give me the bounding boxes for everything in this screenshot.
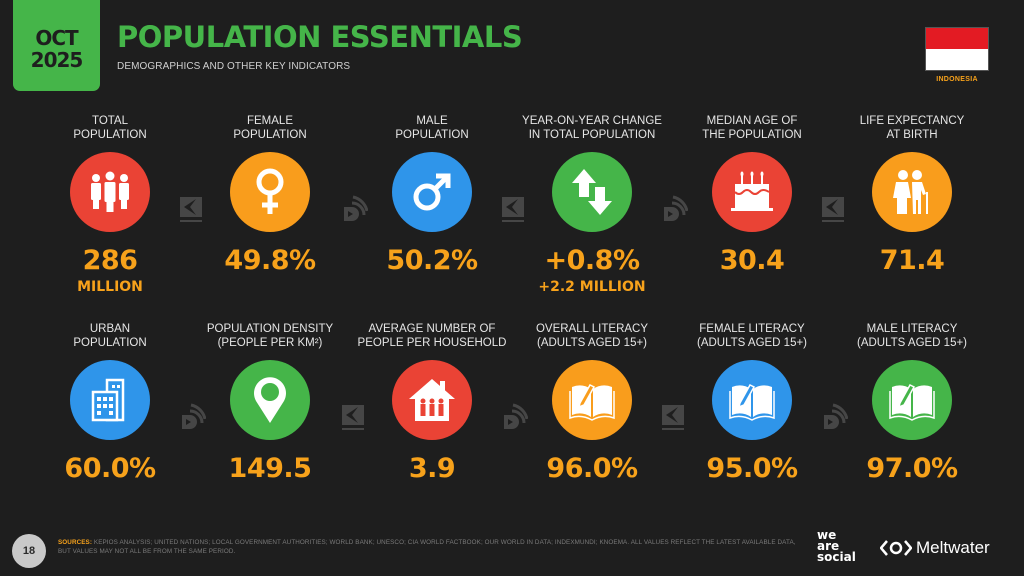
map-pin-icon bbox=[230, 360, 310, 440]
meltwater-logo: Meltwater bbox=[880, 538, 990, 558]
kepios-logo-icon bbox=[342, 405, 364, 430]
stat-value: 97.0% bbox=[866, 453, 958, 484]
stat-label: OVERALL LITERACY (ADULTS AGED 15+) bbox=[535, 323, 649, 349]
meltwater-text: Meltwater bbox=[916, 538, 990, 557]
date-year: 2025 bbox=[30, 47, 84, 72]
stat-label: TOTAL POPULATION bbox=[73, 115, 147, 141]
open-book-pencil-icon bbox=[552, 360, 632, 440]
elderly-couple-icon bbox=[872, 152, 952, 232]
stat-female-population: FEMALE POPULATION 49.8% bbox=[190, 114, 350, 276]
birthday-cake-icon bbox=[712, 152, 792, 232]
stat-value: 95.0% bbox=[706, 453, 798, 484]
date-badge: OCT 2025 bbox=[13, 0, 100, 91]
open-book-pencil-icon bbox=[872, 360, 952, 440]
stat-population-density: POPULATION DENSITY (PEOPLE PER KM²) 149.5 bbox=[190, 322, 350, 484]
stat-overall-literacy: OVERALL LITERACY (ADULTS AGED 15+) 96.0% bbox=[512, 322, 672, 484]
page-title: POPULATION ESSENTIALS bbox=[117, 20, 523, 54]
stat-label: MALE LITERACY (ADULTS AGED 15+) bbox=[856, 323, 968, 349]
stat-total-population: TOTAL POPULATION 286 MILLION bbox=[30, 114, 190, 296]
stat-value: 149.5 bbox=[228, 453, 312, 484]
stat-household-size: AVERAGE NUMBER OF PEOPLE PER HOUSEHOLD 3.… bbox=[352, 322, 512, 484]
kepios-logo-icon bbox=[502, 197, 524, 222]
indonesia-flag-icon bbox=[925, 27, 989, 71]
open-book-pencil-icon bbox=[712, 360, 792, 440]
stat-urban-population: URBAN POPULATION 60.0% bbox=[30, 322, 190, 484]
sources-text: KEPIOS ANALYSIS; UNITED NATIONS; LOCAL G… bbox=[58, 539, 796, 555]
stat-label: MEDIAN AGE OF THE POPULATION bbox=[702, 115, 802, 141]
kepios-logo-icon bbox=[180, 197, 202, 222]
datareportal-logo-icon bbox=[344, 195, 368, 221]
stat-sub-value: +2.2 MILLION bbox=[538, 279, 646, 295]
date-month: OCT bbox=[35, 25, 78, 50]
stat-life-expectancy: LIFE EXPECTANCY AT BIRTH 71.4 bbox=[832, 114, 992, 276]
stat-label: LIFE EXPECTANCY AT BIRTH bbox=[859, 115, 965, 141]
stat-label: FEMALE POPULATION bbox=[233, 115, 307, 141]
stat-value: 50.2% bbox=[386, 245, 478, 276]
female-symbol-icon bbox=[230, 152, 310, 232]
stat-median-age: MEDIAN AGE OF THE POPULATION 30.4 bbox=[672, 114, 832, 276]
stat-value: 3.9 bbox=[408, 453, 456, 484]
buildings-icon bbox=[70, 360, 150, 440]
stat-label: YEAR-ON-YEAR CHANGE IN TOTAL POPULATION bbox=[522, 115, 662, 141]
household-icon bbox=[392, 360, 472, 440]
stat-value: +0.8% bbox=[544, 245, 640, 276]
datareportal-logo-icon bbox=[824, 403, 848, 429]
stat-sub-value: MILLION bbox=[77, 279, 143, 295]
kepios-logo-icon bbox=[662, 405, 684, 430]
stat-male-population: MALE POPULATION 50.2% bbox=[352, 114, 512, 276]
up-down-arrows-icon bbox=[552, 152, 632, 232]
stat-female-literacy: FEMALE LITERACY (ADULTS AGED 15+) 95.0% bbox=[672, 322, 832, 484]
stat-label: FEMALE LITERACY (ADULTS AGED 15+) bbox=[696, 323, 808, 349]
people-group-icon bbox=[70, 152, 150, 232]
country-label: INDONESIA bbox=[936, 76, 978, 83]
stat-value: 49.8% bbox=[224, 245, 316, 276]
datareportal-logo-icon bbox=[182, 403, 206, 429]
stat-yoy-change: YEAR-ON-YEAR CHANGE IN TOTAL POPULATION +… bbox=[512, 114, 672, 296]
datareportal-logo-icon bbox=[664, 195, 688, 221]
page-number: 18 bbox=[12, 534, 46, 568]
sources-label: SOURCES: bbox=[58, 539, 93, 546]
stat-male-literacy: MALE LITERACY (ADULTS AGED 15+) 97.0% bbox=[832, 322, 992, 484]
stat-value: 286 bbox=[82, 245, 138, 276]
stat-value: 30.4 bbox=[719, 245, 785, 276]
stat-value: 71.4 bbox=[879, 245, 945, 276]
stat-value: 60.0% bbox=[64, 453, 156, 484]
stat-label: POPULATION DENSITY (PEOPLE PER KM²) bbox=[206, 323, 334, 349]
page-subtitle: DEMOGRAPHICS AND OTHER KEY INDICATORS bbox=[117, 61, 351, 72]
stat-label: URBAN POPULATION bbox=[73, 323, 147, 349]
sources-note: SOURCES: KEPIOS ANALYSIS; UNITED NATIONS… bbox=[58, 538, 798, 556]
stat-label: MALE POPULATION bbox=[395, 115, 469, 141]
we-are-social-logo: we are social bbox=[817, 528, 856, 564]
stat-label: AVERAGE NUMBER OF PEOPLE PER HOUSEHOLD bbox=[357, 323, 507, 349]
datareportal-logo-icon bbox=[504, 403, 528, 429]
kepios-logo-icon bbox=[822, 197, 844, 222]
meltwater-mark-icon bbox=[880, 540, 912, 556]
male-symbol-icon bbox=[392, 152, 472, 232]
stat-value: 96.0% bbox=[546, 453, 638, 484]
